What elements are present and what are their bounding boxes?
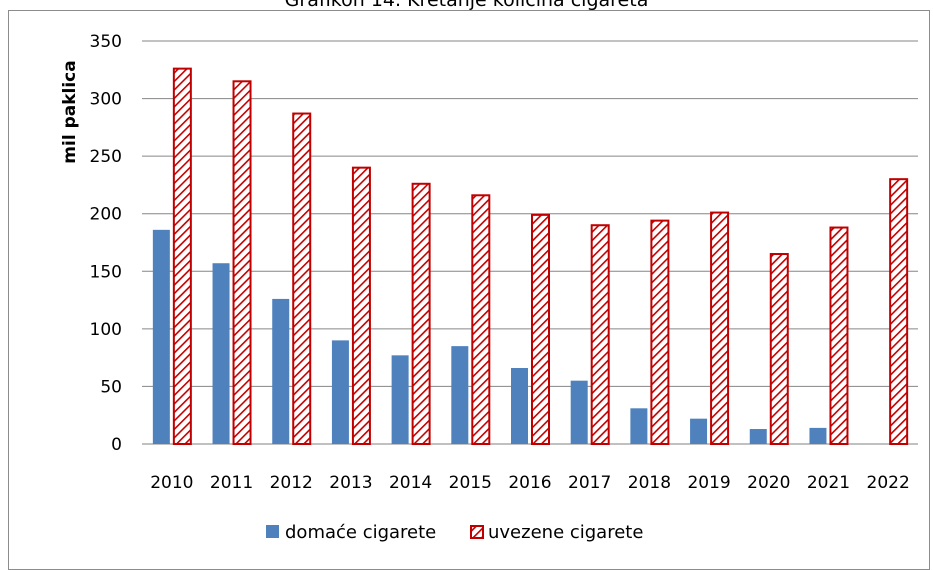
x-tick-label: 2014 (389, 473, 432, 493)
bar-domace-2015 (451, 346, 469, 444)
bar-uvezene-2011 (232, 80, 252, 446)
bars (152, 67, 909, 446)
bar-uvezene-2010 (172, 67, 192, 446)
bar-domace-2016 (511, 368, 528, 444)
chart-title: Grafikon 14. Kretanje količina cigareta (284, 0, 649, 11)
bar-uvezene-2020 (769, 253, 789, 445)
bar-domace-2021 (809, 427, 827, 444)
bar-uvezene-2021 (829, 226, 849, 445)
y-tick-label: 0 (111, 435, 122, 455)
y-tick-label: 350 (90, 32, 122, 52)
bar-domace-2010 (152, 229, 170, 444)
legend-label-uvezene: uvezene cigarete (488, 522, 643, 543)
y-tick-label: 100 (90, 320, 122, 340)
bar-domace-2020 (749, 429, 767, 444)
bar-uvezene-2012 (292, 112, 312, 445)
bar-domace-2014 (391, 355, 409, 444)
x-tick-label: 2020 (747, 473, 790, 493)
y-tick-label: 50 (100, 377, 122, 397)
bar-uvezene-2015 (471, 194, 491, 445)
x-tick-label: 2019 (687, 473, 730, 493)
legend-swatch-domace (266, 525, 279, 538)
y-axis-ticks: 0 50 100 150 200 250 300 350 (90, 32, 122, 455)
bar-uvezene-2014 (411, 182, 431, 446)
y-tick-label: 200 (90, 205, 122, 225)
x-tick-label: 2011 (210, 473, 253, 493)
x-tick-label: 2013 (329, 473, 372, 493)
legend: domaće cigarete uvezene cigarete (266, 522, 643, 543)
x-tick-label: 2016 (508, 473, 551, 493)
x-tick-label: 2012 (270, 473, 313, 493)
x-tick-label: 2017 (568, 473, 611, 493)
x-tick-label: 2010 (150, 473, 193, 493)
legend-label-domace: domaće cigarete (285, 522, 436, 543)
bar-uvezene-2017 (590, 224, 610, 445)
bar-uvezene-2019 (710, 211, 730, 445)
bar-domace-2019 (690, 418, 708, 444)
bar-uvezene-2016 (531, 213, 550, 445)
x-tick-label: 2022 (867, 473, 910, 493)
y-tick-label: 300 (90, 90, 122, 110)
bar-uvezene-2018 (650, 219, 670, 445)
bar-uvezene-2022 (889, 178, 909, 446)
bar-domace-2011 (212, 263, 230, 444)
bar-domace-2017 (570, 380, 588, 444)
x-tick-label: 2015 (449, 473, 492, 493)
y-tick-label: 150 (90, 262, 122, 282)
bar-domace-2018 (630, 408, 648, 444)
x-tick-label: 2018 (628, 473, 671, 493)
y-axis-label: mil paklica (60, 60, 80, 163)
y-tick-label: 250 (90, 147, 122, 167)
x-axis-ticks: 2010 2011 2012 2013 2014 2015 2016 2017 2018 2019… (150, 473, 910, 493)
legend-swatch-uvezene (470, 525, 484, 539)
x-tick-label: 2021 (807, 473, 850, 493)
bar-domace-2013 (331, 340, 349, 444)
bar-uvezene-2013 (351, 166, 371, 446)
bar-domace-2012 (272, 298, 290, 444)
gridlines (142, 40, 918, 445)
